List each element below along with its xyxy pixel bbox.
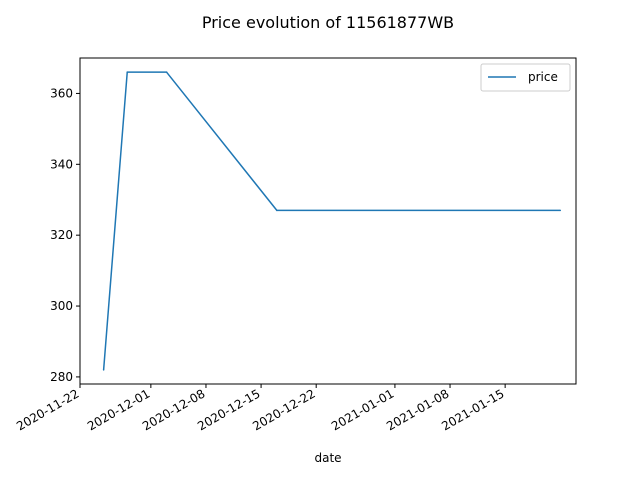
price-data-point (276, 209, 278, 212)
price-series-points (102, 71, 562, 371)
chart-title: Price evolution of 11561877WB (202, 13, 454, 32)
y-tick-label: 340 (50, 157, 73, 171)
x-tick-label: 2020-12-22 (250, 386, 317, 433)
x-tick-label: 2021-01-15 (439, 386, 506, 433)
price-data-point (102, 369, 105, 371)
legend-box (480, 63, 571, 92)
y-tick-label: 320 (50, 228, 73, 242)
x-axis-label: date (314, 451, 341, 465)
price-data-point (126, 71, 128, 73)
y-axis: 280 300 320 340 360 (50, 86, 80, 384)
x-tick-label: 2020-11-22 (14, 386, 81, 433)
y-tick-label: 300 (50, 299, 73, 313)
price-series-line (102, 71, 561, 370)
plot-area (79, 57, 577, 385)
price-data-point (165, 71, 168, 73)
legend: price (480, 63, 571, 92)
x-axis: 2020-11-22 2020-12-012020-12-082020-12-15… (14, 384, 507, 433)
price-data-point (559, 209, 562, 212)
y-tick-label: 360 (50, 86, 73, 100)
y-tick-label: 280 (50, 370, 73, 384)
legend-label-price: price (528, 70, 558, 84)
